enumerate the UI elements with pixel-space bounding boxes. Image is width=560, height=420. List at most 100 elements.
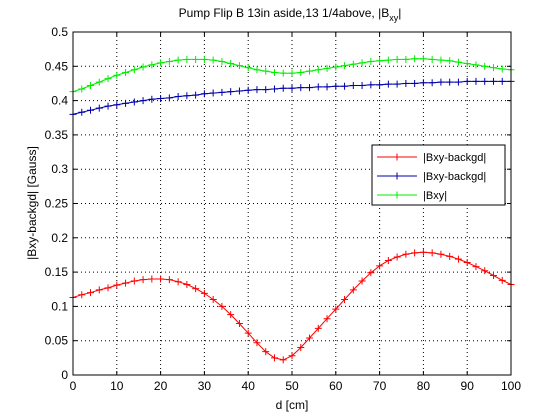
series-2-point [349, 82, 357, 90]
series-1-point [148, 275, 156, 283]
series-1-point [139, 276, 147, 284]
series-2-point [235, 87, 243, 95]
axis-ticks [72, 31, 512, 376]
series-1-point [253, 339, 261, 347]
x-tick-label: 70 [373, 379, 387, 393]
series-2-point [402, 79, 410, 87]
legend-label-1: |Bxy-backgd| [423, 152, 486, 164]
x-tick-label: 10 [110, 379, 124, 393]
series-1-point [323, 315, 331, 323]
series-1-point [358, 277, 366, 285]
series-3-point [472, 61, 480, 69]
y-tick-labels: 0 0.05 0.1 0.15 0.2 0.25 0.3 0.35 0.4 0.45 0.5 [45, 25, 69, 382]
x-tick-label: 0 [70, 379, 77, 393]
legend-label-3: |Bxy| [423, 190, 447, 202]
series-3-point [437, 56, 445, 64]
series-1-point [463, 258, 471, 266]
series-2-point [218, 88, 226, 96]
series-3-point [209, 56, 217, 64]
series-3-point [297, 68, 305, 76]
series-1-point [235, 320, 243, 328]
series-2-point [428, 79, 436, 87]
x-tick-label: 20 [154, 379, 168, 393]
series-1-point [402, 250, 410, 258]
series-2-point [262, 86, 270, 94]
series-3-point [367, 57, 375, 65]
series-3-point [227, 60, 235, 68]
series-1-point [498, 276, 506, 284]
series-2-point [139, 97, 147, 105]
series-2-point [279, 84, 287, 92]
x-tick-label: 80 [417, 379, 431, 393]
series-2-point [489, 77, 497, 85]
series-3-point [218, 57, 226, 65]
x-tick-label: 30 [198, 379, 212, 393]
y-tick-label: 0 [61, 368, 68, 382]
series-3-point [270, 68, 278, 76]
series-3-point [87, 82, 95, 90]
series-1-point [306, 334, 314, 342]
series-3-point [306, 67, 314, 75]
series-3-point [349, 60, 357, 68]
series-2-point [358, 82, 366, 90]
series-3-point [402, 55, 410, 63]
series-3-point [235, 62, 243, 70]
series-2-point [332, 82, 340, 90]
series-3-point [411, 55, 419, 63]
series-3-point [419, 55, 427, 63]
legend-marker-3 [393, 191, 401, 199]
series-3-point [113, 71, 121, 79]
series-2-point [446, 78, 454, 86]
series-1-point [244, 329, 252, 337]
series-2-point [113, 101, 121, 109]
y-tick-label: 0.2 [51, 231, 68, 245]
series-3-point [157, 59, 165, 67]
series-2-point [192, 91, 200, 99]
series-1-point [157, 275, 165, 283]
series-2-point [367, 81, 375, 89]
series-2-point [183, 92, 191, 100]
series-3-point [489, 64, 497, 72]
x-tick-label: 50 [285, 379, 299, 393]
series-2-point [174, 92, 182, 100]
y-tick-label: 0.45 [45, 59, 69, 73]
series-3-point [446, 57, 454, 65]
series-3-point [376, 57, 384, 65]
series-1-point [481, 267, 489, 275]
series-1-point [384, 256, 392, 264]
series-3-point [78, 85, 86, 93]
series-3-point [262, 67, 270, 75]
series-1-point [428, 249, 436, 257]
series-1-point [288, 352, 296, 360]
series-1-point [376, 262, 384, 270]
series-3-point [384, 56, 392, 64]
series-2-point [376, 81, 384, 89]
series-2-point [472, 77, 480, 85]
series-2-point [393, 80, 401, 88]
series-2-point [288, 84, 296, 92]
series-3-point [139, 63, 147, 71]
series-1-point [174, 278, 182, 286]
series-2-point [104, 102, 112, 110]
legend-label-2: |Bxy-backgd| [423, 171, 486, 183]
y-tick-label: 0.1 [51, 299, 68, 313]
series-2-point [454, 78, 462, 86]
x-tick-labels: 0 10 20 30 40 50 60 70 80 90 100 [70, 379, 522, 393]
chart-title-end: | [398, 6, 401, 20]
series-3-point [393, 55, 401, 63]
series-3-point [314, 66, 322, 74]
series-2-point [314, 83, 322, 91]
series-3-point [174, 56, 182, 64]
series-3-point [498, 65, 506, 73]
series-1-point [446, 252, 454, 260]
series-2-point [411, 79, 419, 87]
series-2-point [95, 104, 103, 112]
series-3-point [341, 62, 349, 70]
series-1-point [419, 248, 427, 256]
series-1-point [393, 253, 401, 261]
series-3-point [244, 64, 252, 72]
series-2-point [209, 89, 217, 97]
legend: |Bxy-backgd| |Bxy-backgd| |Bxy| [371, 144, 506, 206]
series-1-point [165, 276, 173, 284]
series-3-point [200, 55, 208, 63]
